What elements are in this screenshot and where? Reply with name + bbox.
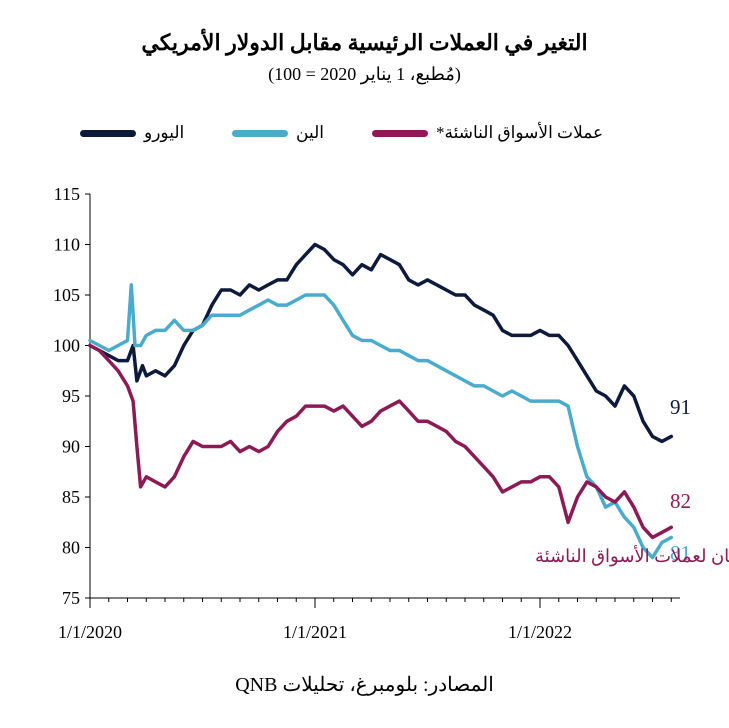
y-tick-label: 105 <box>53 285 80 305</box>
y-tick-label: 110 <box>54 235 80 255</box>
source-note: المصادر: بلومبرغ، تحليلات QNB <box>235 674 494 696</box>
chart-footnote: *مؤشر جي بي مورغان لعملات الأسواق الناشئ… <box>535 544 729 567</box>
x-tick-label: 1/1/2021 <box>283 622 347 642</box>
end-value-label: 82 <box>670 489 691 513</box>
chart-title: التغير في العملات الرئيسية مقابل الدولار… <box>141 30 588 55</box>
chart-subtitle: (مُطبع، 1 يناير 2020 = 100) <box>268 64 461 84</box>
x-tick-label: 1/1/2020 <box>58 622 122 642</box>
legend-label-euro: اليورو <box>144 123 185 142</box>
y-tick-label: 115 <box>54 184 80 204</box>
series-line-0 <box>88 242 674 444</box>
legend-item-em: عملات الأسواق الناشئة* <box>372 123 603 143</box>
series-line-2 <box>88 343 674 540</box>
end-value-label: 91 <box>670 395 691 419</box>
legend-swatch-em <box>372 129 428 137</box>
end-value-label: 81 <box>670 541 691 565</box>
y-tick-label: 85 <box>62 487 80 507</box>
legend-swatch-euro <box>80 129 136 137</box>
y-tick-label: 80 <box>62 538 80 558</box>
legend-label-em: عملات الأسواق الناشئة* <box>436 123 604 142</box>
chart-legend: اليورو الين عملات الأسواق الناشئة* <box>0 123 729 149</box>
y-tick-label: 75 <box>62 588 80 608</box>
legend-item-yen: الين <box>232 123 324 143</box>
series-line-1 <box>88 283 674 560</box>
legend-swatch-yen <box>232 129 288 137</box>
legend-item-euro: اليورو <box>80 123 184 143</box>
legend-label-yen: الين <box>296 123 324 142</box>
x-tick-label: 1/1/2022 <box>508 622 572 642</box>
y-tick-label: 95 <box>62 386 80 406</box>
y-tick-label: 90 <box>62 437 80 457</box>
y-tick-label: 100 <box>53 336 80 356</box>
